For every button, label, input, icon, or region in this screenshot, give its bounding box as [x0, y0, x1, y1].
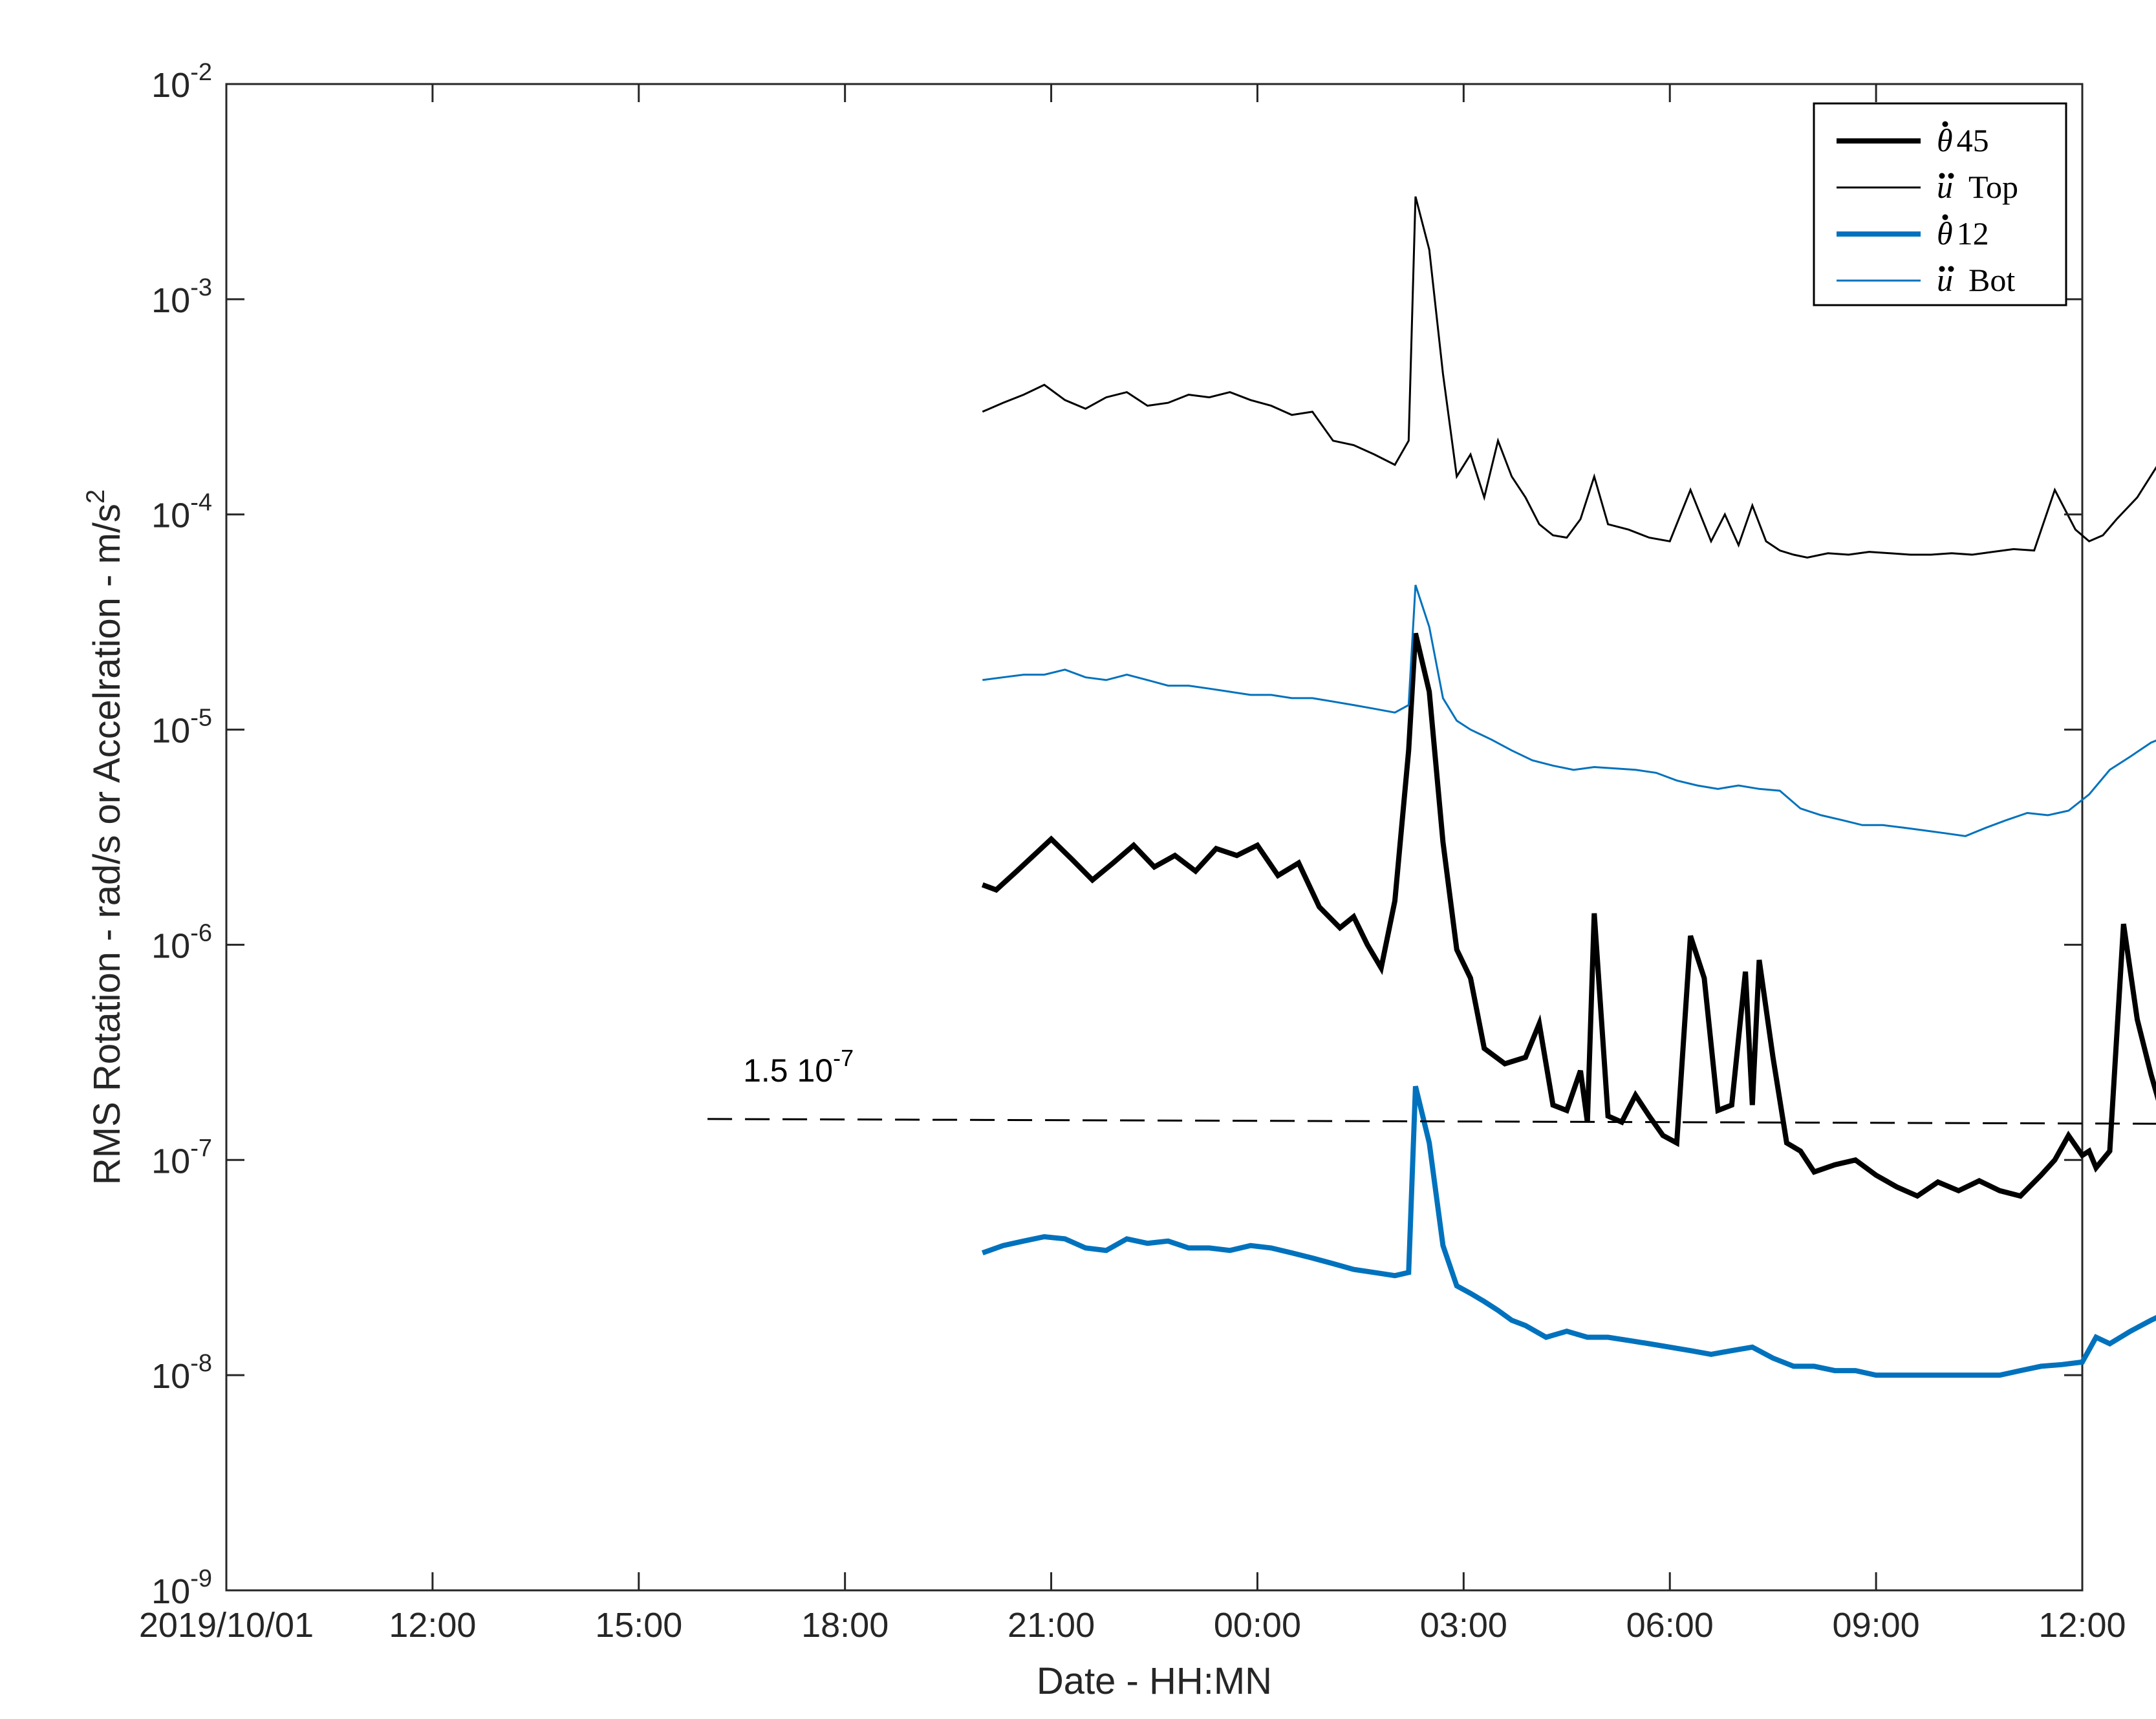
y-tick-exp: -5: [190, 705, 212, 732]
legend-label-3: u Bot: [1937, 262, 2015, 298]
y-tick-base: 10: [151, 66, 190, 105]
y-tick-base: 10: [151, 1357, 190, 1396]
legend-dot-mark: [1942, 214, 1948, 220]
x-tick-labels: 2019/10/01 12:00 15:00 18:00 21:00 00:00 03:00…: [139, 1606, 2126, 1645]
legend-suffix: Bot: [1968, 262, 2015, 298]
y-tick-label-1: 10-8: [151, 1350, 212, 1396]
x-tick-label-0: 2019/10/01: [139, 1606, 314, 1645]
y-tick-exp: -4: [190, 489, 212, 517]
y-tick-exp: -7: [190, 1135, 212, 1162]
y-tick-base: 10: [151, 712, 190, 751]
y-tick-base: 10: [151, 926, 190, 965]
legend-symbol: θ: [1937, 122, 1953, 158]
plot-area: [225, 83, 2084, 1592]
x-tick-label-5: 00:00: [1214, 1606, 1301, 1645]
legend-suffix: Top: [1968, 169, 2018, 205]
y-tick-labels: 10-910-810-710-610-510-410-310-2: [151, 59, 212, 1611]
y-tick-label-7: 10-2: [151, 59, 212, 105]
x-tick-label-2: 15:00: [595, 1606, 682, 1645]
y-tick-label-2: 10-7: [151, 1135, 212, 1180]
y-tick-base: 10: [151, 1142, 190, 1180]
y-tick-exp: -8: [190, 1350, 212, 1377]
reference-line: [707, 1118, 2156, 1125]
reference-line-group: 1.5 10-7: [707, 1045, 2156, 1125]
series-line-3: [982, 584, 2156, 837]
y-axis-label-main: RMS Rotation - rad/s or Accelration - m/…: [86, 504, 128, 1185]
reference-label-exp: -7: [833, 1045, 854, 1071]
x-tick-label-1: 12:00: [389, 1606, 476, 1645]
x-tick-label-4: 21:00: [1008, 1606, 1095, 1645]
y-tick-exp: -3: [190, 274, 212, 301]
y-tick-base: 10: [151, 496, 190, 535]
x-axis-label: Date - HH:MN: [1037, 1660, 1272, 1702]
y-tick-label-0: 10-9: [151, 1565, 212, 1611]
x-tick-label-8: 09:00: [1833, 1606, 1920, 1645]
y-tick-exp: -9: [190, 1565, 212, 1592]
y-tick-label-4: 10-5: [151, 705, 212, 751]
y-tick-exp: -2: [190, 59, 212, 86]
series-layer: [981, 196, 2156, 1378]
x-tick-label-9: 12:00: [2038, 1606, 2126, 1645]
y-axis-label: RMS Rotation - rad/s or Accelration - m/…: [81, 489, 128, 1185]
y-tick-base: 10: [151, 281, 190, 320]
x-tick-label-6: 03:00: [1420, 1606, 1507, 1645]
legend-suffix: 12: [1957, 215, 1989, 251]
series-line-0: [981, 632, 2156, 1199]
y-tick-label-3: 10-6: [151, 919, 212, 965]
legend-label-2: θ 12: [1937, 215, 1989, 251]
legend-suffix: 45: [1957, 122, 1989, 158]
series-line-2: [981, 1085, 2156, 1378]
x-tick-label-7: 06:00: [1626, 1606, 1714, 1645]
y-axis-label-superscript: 2: [81, 489, 110, 504]
series-line-1: [982, 196, 2156, 559]
legend-dot-mark: [1948, 173, 1954, 179]
legend-box: [1813, 102, 2067, 306]
y-tick-label-5: 10-4: [151, 489, 212, 535]
legend-symbol: θ: [1937, 215, 1953, 251]
legend-dot-mark: [1942, 121, 1948, 127]
legend-dot-mark: [1939, 266, 1945, 272]
legend-dot-mark: [1939, 173, 1945, 179]
y-tick-label-6: 10-3: [151, 274, 212, 320]
reference-label-base: 1.5 10: [743, 1052, 833, 1089]
reference-line-label: 1.5 10-7: [743, 1045, 854, 1089]
y-tick-exp: -6: [190, 919, 212, 946]
legend-label-0: θ 45: [1937, 122, 1989, 158]
y-tick-base: 10: [151, 1572, 190, 1611]
x-tick-label-3: 18:00: [801, 1606, 889, 1645]
axis-ticks: [225, 83, 2084, 1592]
legend-dot-mark: [1948, 266, 1954, 272]
